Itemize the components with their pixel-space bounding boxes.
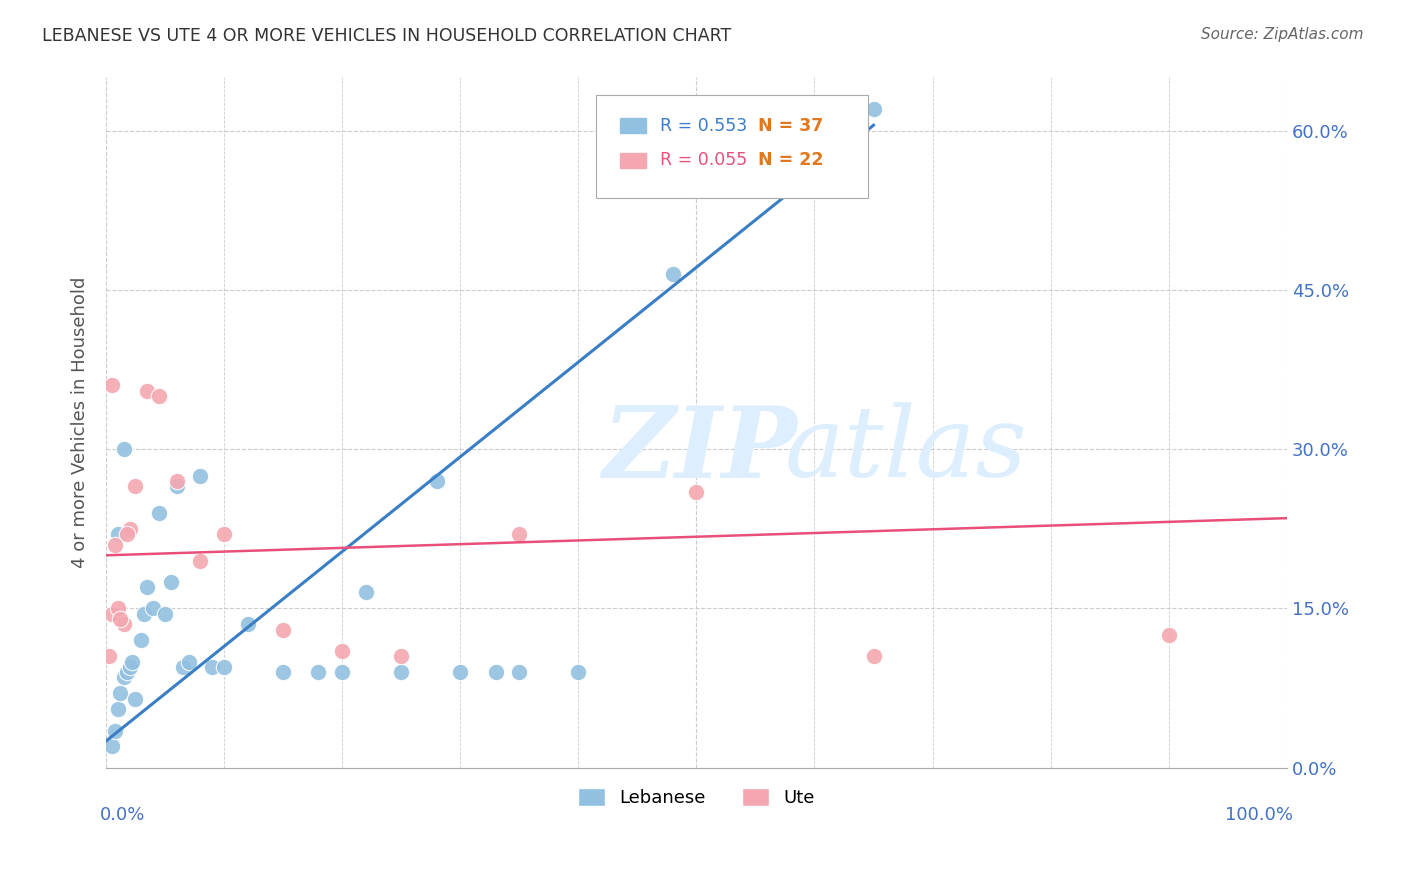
Point [112, 670, 135, 684]
Point [508, 665, 530, 680]
Point [136, 580, 159, 594]
Point [136, 384, 159, 398]
Point [177, 655, 200, 669]
Point [108, 612, 131, 626]
Point [862, 103, 884, 117]
Text: 100.0%: 100.0% [1225, 805, 1292, 823]
Point [115, 665, 138, 680]
Point [426, 474, 449, 488]
Point [166, 474, 188, 488]
Text: LEBANESE VS UTE 4 OR MORE VEHICLES IN HOUSEHOLD CORRELATION CHART: LEBANESE VS UTE 4 OR MORE VEHICLES IN HO… [42, 27, 731, 45]
Point [389, 649, 412, 664]
Point [308, 665, 330, 680]
Point [271, 665, 294, 680]
Point [112, 617, 135, 632]
Point [132, 607, 155, 621]
Point [236, 617, 259, 632]
Text: atlas: atlas [785, 402, 1028, 498]
Point [190, 554, 212, 568]
Point [153, 607, 176, 621]
Point [101, 378, 124, 392]
Point [449, 665, 471, 680]
Point [124, 691, 146, 706]
Point [108, 686, 131, 700]
Point [104, 723, 127, 738]
Point [685, 484, 707, 499]
Point [121, 655, 143, 669]
Point [166, 479, 188, 493]
Point [567, 665, 589, 680]
Point [142, 601, 165, 615]
Point [330, 644, 353, 658]
Point [508, 527, 530, 541]
Point [148, 506, 170, 520]
Point [212, 660, 235, 674]
Point [98, 649, 121, 664]
Point [661, 267, 683, 281]
Legend: Lebanese, Ute: Lebanese, Ute [578, 788, 815, 807]
Text: N = 22: N = 22 [758, 152, 824, 169]
Point [172, 660, 194, 674]
Point [862, 649, 884, 664]
Point [271, 623, 294, 637]
Text: R = 0.553: R = 0.553 [659, 117, 747, 135]
Point [118, 522, 141, 536]
Point [131, 633, 153, 648]
Point [107, 527, 129, 541]
Text: N = 37: N = 37 [758, 117, 823, 135]
Point [118, 660, 141, 674]
Point [212, 527, 235, 541]
Point [101, 739, 124, 754]
FancyBboxPatch shape [620, 118, 645, 133]
Point [201, 660, 224, 674]
Point [484, 665, 506, 680]
Point [115, 527, 138, 541]
FancyBboxPatch shape [620, 153, 645, 168]
Point [112, 442, 135, 456]
Point [389, 665, 412, 680]
Y-axis label: 4 or more Vehicles in Household: 4 or more Vehicles in Household [72, 277, 89, 568]
Text: 0.0%: 0.0% [100, 805, 145, 823]
Point [1157, 628, 1180, 642]
Text: Source: ZipAtlas.com: Source: ZipAtlas.com [1201, 27, 1364, 42]
Point [160, 574, 183, 589]
Point [354, 585, 377, 599]
Text: ZIP: ZIP [602, 402, 797, 499]
Point [107, 702, 129, 716]
Point [148, 389, 170, 403]
Point [124, 479, 146, 493]
Point [107, 601, 129, 615]
Point [190, 468, 212, 483]
Text: R = 0.055: R = 0.055 [659, 152, 747, 169]
Point [330, 665, 353, 680]
Point [104, 538, 127, 552]
FancyBboxPatch shape [596, 95, 868, 198]
Point [101, 607, 124, 621]
